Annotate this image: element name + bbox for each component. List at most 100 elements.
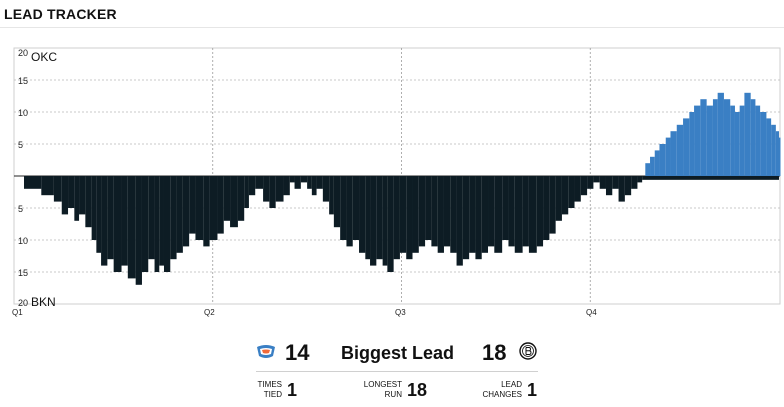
bkn-lead-bar — [322, 176, 330, 202]
bkn-lead-bar — [163, 176, 171, 272]
y-tick-label: 15 — [18, 268, 28, 278]
bkn-lead-bar — [393, 176, 400, 260]
bkn-lead-bar — [154, 176, 160, 272]
bkn-lead-bar — [53, 176, 62, 202]
bkn-lead-bar — [237, 176, 245, 221]
bkn-lead-bar — [91, 176, 97, 240]
okc-lead-bar — [700, 99, 707, 176]
bkn-lead-bar — [514, 176, 523, 253]
bkn-lead-bar — [182, 176, 190, 247]
bkn-lead-bar — [549, 176, 556, 234]
okc-biggest-lead: 14 — [285, 340, 310, 365]
chart-bars — [24, 92, 781, 285]
lead-changes-value: 1 — [527, 380, 538, 400]
bkn-lead-bar — [580, 176, 588, 196]
bkn-lead-bar — [456, 176, 463, 266]
bkn-lead-bar — [631, 176, 638, 189]
bkn-lead-bar — [502, 176, 509, 240]
bkn-lead-bar — [159, 176, 164, 266]
bkn-lead-bar — [294, 176, 301, 189]
quarter-label: Q4 — [586, 308, 597, 317]
bkn-lead-bar — [612, 176, 619, 189]
bkn-lead-bar — [127, 176, 136, 279]
bkn-lead-bar — [300, 176, 308, 183]
quarter-label: Q1 — [12, 308, 23, 317]
bkn-lead-bar — [340, 176, 347, 240]
bkn-lead-bar — [24, 176, 42, 189]
okc-lead-bar — [670, 131, 677, 176]
title-divider — [0, 27, 784, 28]
bkn-lead-bar — [599, 176, 606, 189]
bkn-lead-bar — [79, 176, 86, 215]
bkn-lead-bar — [624, 176, 632, 196]
bkn-lead-bar — [135, 176, 142, 285]
bkn-lead-bar — [443, 176, 451, 247]
okc-lead-bar — [760, 112, 767, 176]
bkn-lead-bar — [543, 176, 550, 240]
okc-lead-bar — [683, 118, 690, 176]
bkn-lead-bar — [555, 176, 562, 221]
bkn-lead-bar — [217, 176, 224, 234]
bkn-lead-bar — [269, 176, 276, 208]
bkn-biggest-lead: 18 — [482, 340, 507, 365]
y-tick-label: 15 — [18, 76, 28, 86]
bkn-lead-bar — [96, 176, 102, 253]
y-tick-label: 5 — [18, 140, 23, 150]
bkn-lead-bar — [481, 176, 489, 253]
okc-lead-bar — [755, 105, 761, 176]
okc-lead-bar — [717, 92, 724, 176]
bkn-lead-bar — [605, 176, 613, 196]
bkn-lead-bar — [587, 176, 594, 189]
bkn-lead-bar — [275, 176, 284, 202]
bkn-lead-bar — [522, 176, 529, 247]
bkn-lead-bar — [574, 176, 581, 202]
bkn-lead-bar — [387, 176, 394, 272]
okc-lead-bar — [650, 156, 655, 176]
bkn-lead-bar — [469, 176, 476, 253]
lead-changes-label: LEAD CHANGES — [482, 380, 522, 399]
bkn-lead-bar — [412, 176, 419, 253]
bkn-lead-bar — [41, 176, 54, 196]
okc-lead-bar — [706, 105, 713, 176]
bkn-lead-bar — [418, 176, 426, 247]
bkn-lead-bar — [462, 176, 470, 260]
bkn-lead-bar — [637, 176, 643, 183]
bkn-lead-bar — [437, 176, 444, 253]
bkn-lead-bar — [399, 176, 407, 253]
team-label-bottom: BKN — [31, 295, 56, 309]
bkn-lead-bar — [113, 176, 122, 272]
bkn-lead-bar — [508, 176, 515, 247]
okc-lead-bar — [689, 112, 695, 176]
okc-logo-icon — [257, 345, 275, 358]
quarter-label: Q3 — [395, 308, 406, 317]
page-title: LEAD TRACKER — [4, 6, 117, 22]
bkn-lead-bar — [536, 176, 544, 247]
bkn-lead-bar — [406, 176, 413, 260]
bkn-lead-bar — [370, 176, 377, 266]
bkn-lead-bar — [593, 176, 600, 183]
bkn-lead-bar — [642, 176, 779, 180]
bkn-lead-bar — [101, 176, 108, 266]
y-tick-label: 20 — [18, 298, 28, 308]
okc-lead-bar — [694, 105, 701, 176]
longest-run-value: 18 — [407, 380, 428, 400]
bkn-lead-bar — [425, 176, 432, 240]
bkn-lead-bar — [68, 176, 75, 208]
bkn-lead-bar — [528, 176, 537, 253]
longest-run-label: LONGEST RUN — [363, 380, 402, 399]
okc-lead-bar — [775, 131, 779, 176]
okc-lead-bar — [739, 105, 745, 176]
y-tick-label: 5 — [18, 204, 23, 214]
bkn-lead-bar — [189, 176, 196, 234]
bkn-lead-bar — [561, 176, 569, 215]
team-label-top: OKC — [31, 50, 57, 64]
bkn-lead-bar — [244, 176, 249, 208]
bkn-lead-bar — [431, 176, 438, 247]
bkn-lead-bar — [209, 176, 218, 240]
bkn-lead-bar — [255, 176, 264, 189]
bkn-lead-bar — [365, 176, 371, 260]
okc-lead-bar — [744, 92, 751, 176]
okc-lead-bar — [712, 99, 718, 176]
